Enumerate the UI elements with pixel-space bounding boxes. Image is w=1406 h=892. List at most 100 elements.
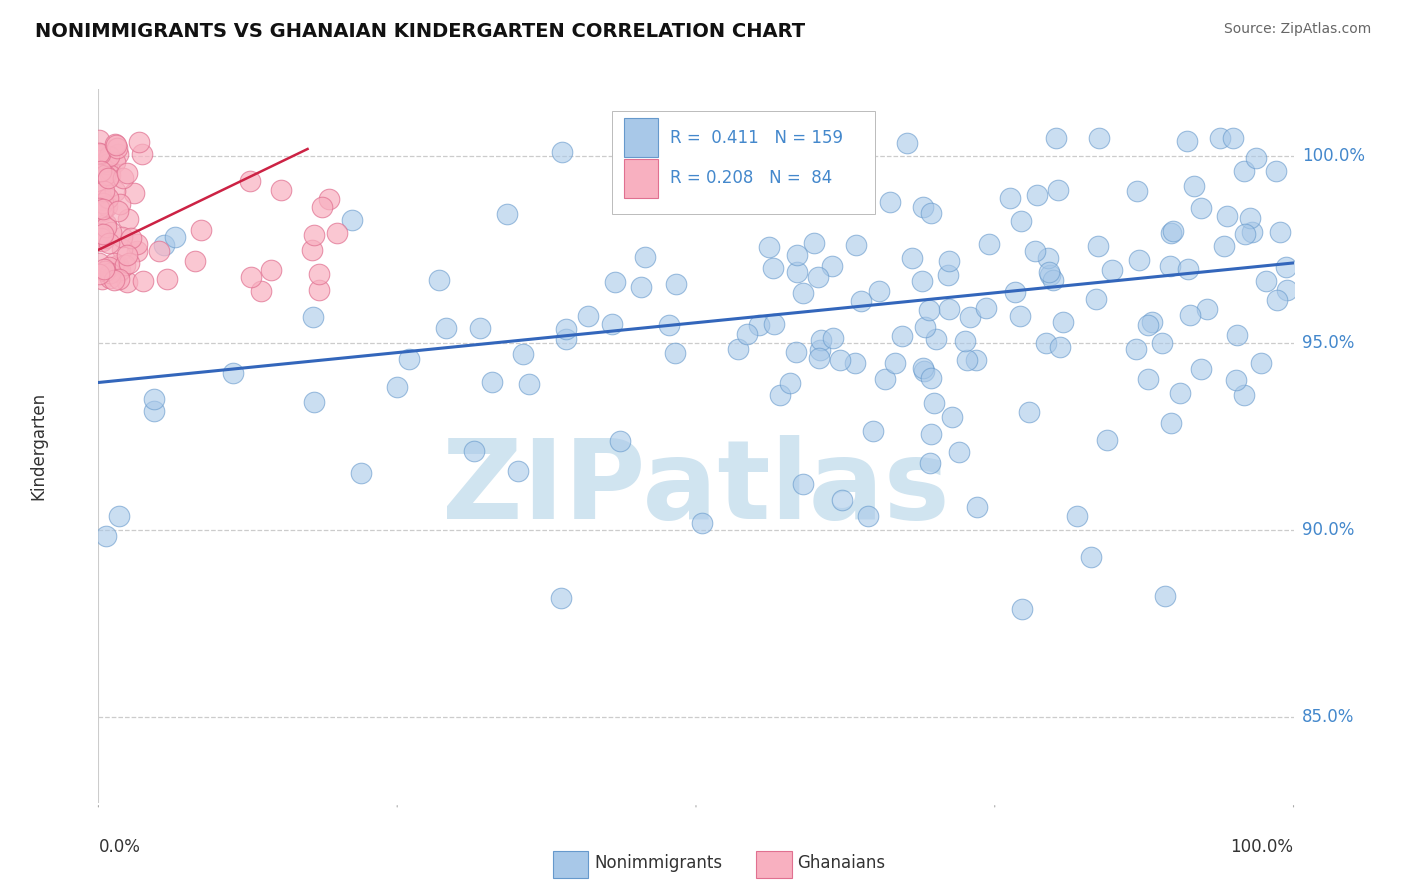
Point	[90, 272, 112, 286]
Point	[97, 149, 120, 163]
Point	[665, 277, 688, 291]
Point	[807, 270, 830, 285]
Point	[97, 260, 120, 274]
Point	[122, 186, 145, 201]
Point	[920, 427, 942, 442]
Point	[873, 372, 896, 386]
Point	[117, 211, 139, 226]
Point	[979, 237, 1001, 252]
Text: 95.0%: 95.0%	[1302, 334, 1354, 352]
Point	[1087, 239, 1109, 253]
Point	[94, 231, 117, 245]
Point	[925, 332, 948, 346]
Point	[555, 322, 578, 336]
Point	[1244, 151, 1267, 165]
Point	[1046, 183, 1069, 197]
Point	[302, 310, 325, 325]
Point	[941, 409, 963, 424]
Point	[163, 230, 186, 244]
Point	[128, 136, 150, 150]
Text: 0.0%: 0.0%	[98, 838, 141, 856]
Text: R = 0.208   N =  84: R = 0.208 N = 84	[669, 169, 832, 187]
Point	[98, 235, 121, 250]
Point	[938, 253, 960, 268]
Text: 100.0%: 100.0%	[1302, 147, 1365, 165]
Point	[634, 250, 657, 264]
Point	[630, 280, 652, 294]
Bar	[756, 851, 792, 878]
Point	[735, 327, 758, 342]
Point	[852, 133, 875, 147]
Point	[98, 271, 121, 285]
Point	[1126, 185, 1149, 199]
Point	[690, 516, 713, 530]
Point	[792, 477, 814, 491]
Point	[1085, 293, 1108, 307]
Point	[807, 351, 830, 365]
Point	[779, 376, 801, 390]
Point	[830, 352, 852, 367]
Point	[1213, 239, 1236, 253]
Text: 90.0%: 90.0%	[1302, 521, 1354, 539]
Point	[148, 244, 170, 258]
Point	[1275, 283, 1298, 297]
Point	[803, 235, 825, 250]
Point	[856, 509, 879, 524]
Point	[918, 302, 941, 317]
Point	[845, 238, 868, 252]
Point	[132, 274, 155, 288]
Point	[1233, 227, 1256, 241]
Point	[1222, 130, 1244, 145]
Point	[1159, 259, 1181, 273]
Text: Nonimmigrants: Nonimmigrants	[595, 855, 723, 872]
Point	[1010, 214, 1032, 228]
Point	[1264, 163, 1286, 178]
Point	[920, 370, 942, 384]
Text: Source: ZipAtlas.com: Source: ZipAtlas.com	[1223, 22, 1371, 37]
Point	[900, 251, 922, 265]
Point	[911, 275, 934, 289]
Text: 100.0%: 100.0%	[1230, 838, 1294, 856]
Point	[1045, 130, 1067, 145]
Point	[1125, 342, 1147, 356]
Point	[1195, 301, 1218, 316]
Point	[1042, 272, 1064, 286]
Point	[470, 320, 492, 334]
Point	[496, 207, 519, 221]
Point	[156, 271, 179, 285]
Point	[89, 147, 111, 161]
Point	[748, 318, 770, 333]
Point	[862, 424, 884, 438]
Point	[115, 248, 138, 262]
Point	[938, 301, 960, 316]
Point	[1160, 417, 1182, 431]
Point	[97, 191, 120, 205]
Point	[87, 267, 110, 281]
Text: R =  0.411   N = 159: R = 0.411 N = 159	[669, 128, 842, 146]
Point	[89, 255, 111, 269]
Point	[308, 284, 330, 298]
Point	[91, 194, 114, 208]
Point	[301, 243, 323, 257]
Point	[763, 318, 786, 332]
Point	[785, 157, 807, 171]
Point	[1256, 274, 1278, 288]
Point	[1226, 327, 1249, 342]
Point	[1160, 226, 1182, 240]
Point	[260, 263, 283, 277]
Point	[727, 342, 749, 356]
Point	[120, 231, 142, 245]
Point	[1175, 134, 1198, 148]
Point	[91, 227, 114, 241]
Point	[98, 266, 121, 280]
Point	[1240, 225, 1263, 239]
Point	[1168, 385, 1191, 400]
Point	[912, 200, 935, 214]
Point	[1225, 373, 1247, 387]
Point	[912, 364, 935, 378]
Point	[1177, 262, 1199, 277]
Point	[517, 377, 540, 392]
Point	[190, 223, 212, 237]
Point	[1233, 163, 1256, 178]
Point	[103, 256, 125, 270]
